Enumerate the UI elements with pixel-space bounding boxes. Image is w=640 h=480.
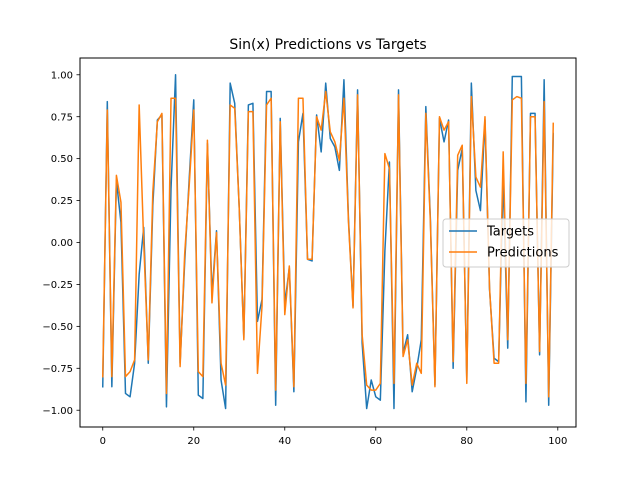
x-axis-ticks: 0 20 40 60 80 100 [100, 427, 567, 447]
chart-title: Sin(x) Predictions vs Targets [229, 37, 426, 53]
x-tick-label: 0 [100, 436, 106, 447]
legend-label-targets: Targets [486, 225, 534, 240]
y-tick-label: 0.75 [51, 112, 73, 123]
y-tick-label: −1.00 [42, 406, 73, 417]
x-tick-label: 20 [187, 436, 200, 447]
y-tick-label: 0.00 [51, 238, 73, 249]
legend: Targets Predictions [442, 218, 570, 268]
y-tick-label: −0.50 [42, 322, 73, 333]
series-layer [101, 74, 555, 410]
y-tick-label: 0.50 [51, 154, 73, 165]
x-tick-label: 40 [278, 436, 291, 447]
series-line-predictions [101, 90, 555, 398]
y-tick-label: 0.25 [51, 196, 73, 207]
x-tick-label: 80 [460, 436, 473, 447]
x-tick-label: 100 [548, 436, 567, 447]
y-tick-label: −0.75 [42, 364, 73, 375]
y-tick-label: 1.00 [51, 70, 73, 81]
y-tick-label: −0.25 [42, 280, 73, 291]
x-tick-label: 60 [369, 436, 382, 447]
legend-label-predictions: Predictions [487, 246, 559, 261]
y-axis-ticks: −1.00 −0.75 −0.50 −0.25 0.00 0.25 0.50 0.75 1.00 [42, 70, 80, 417]
